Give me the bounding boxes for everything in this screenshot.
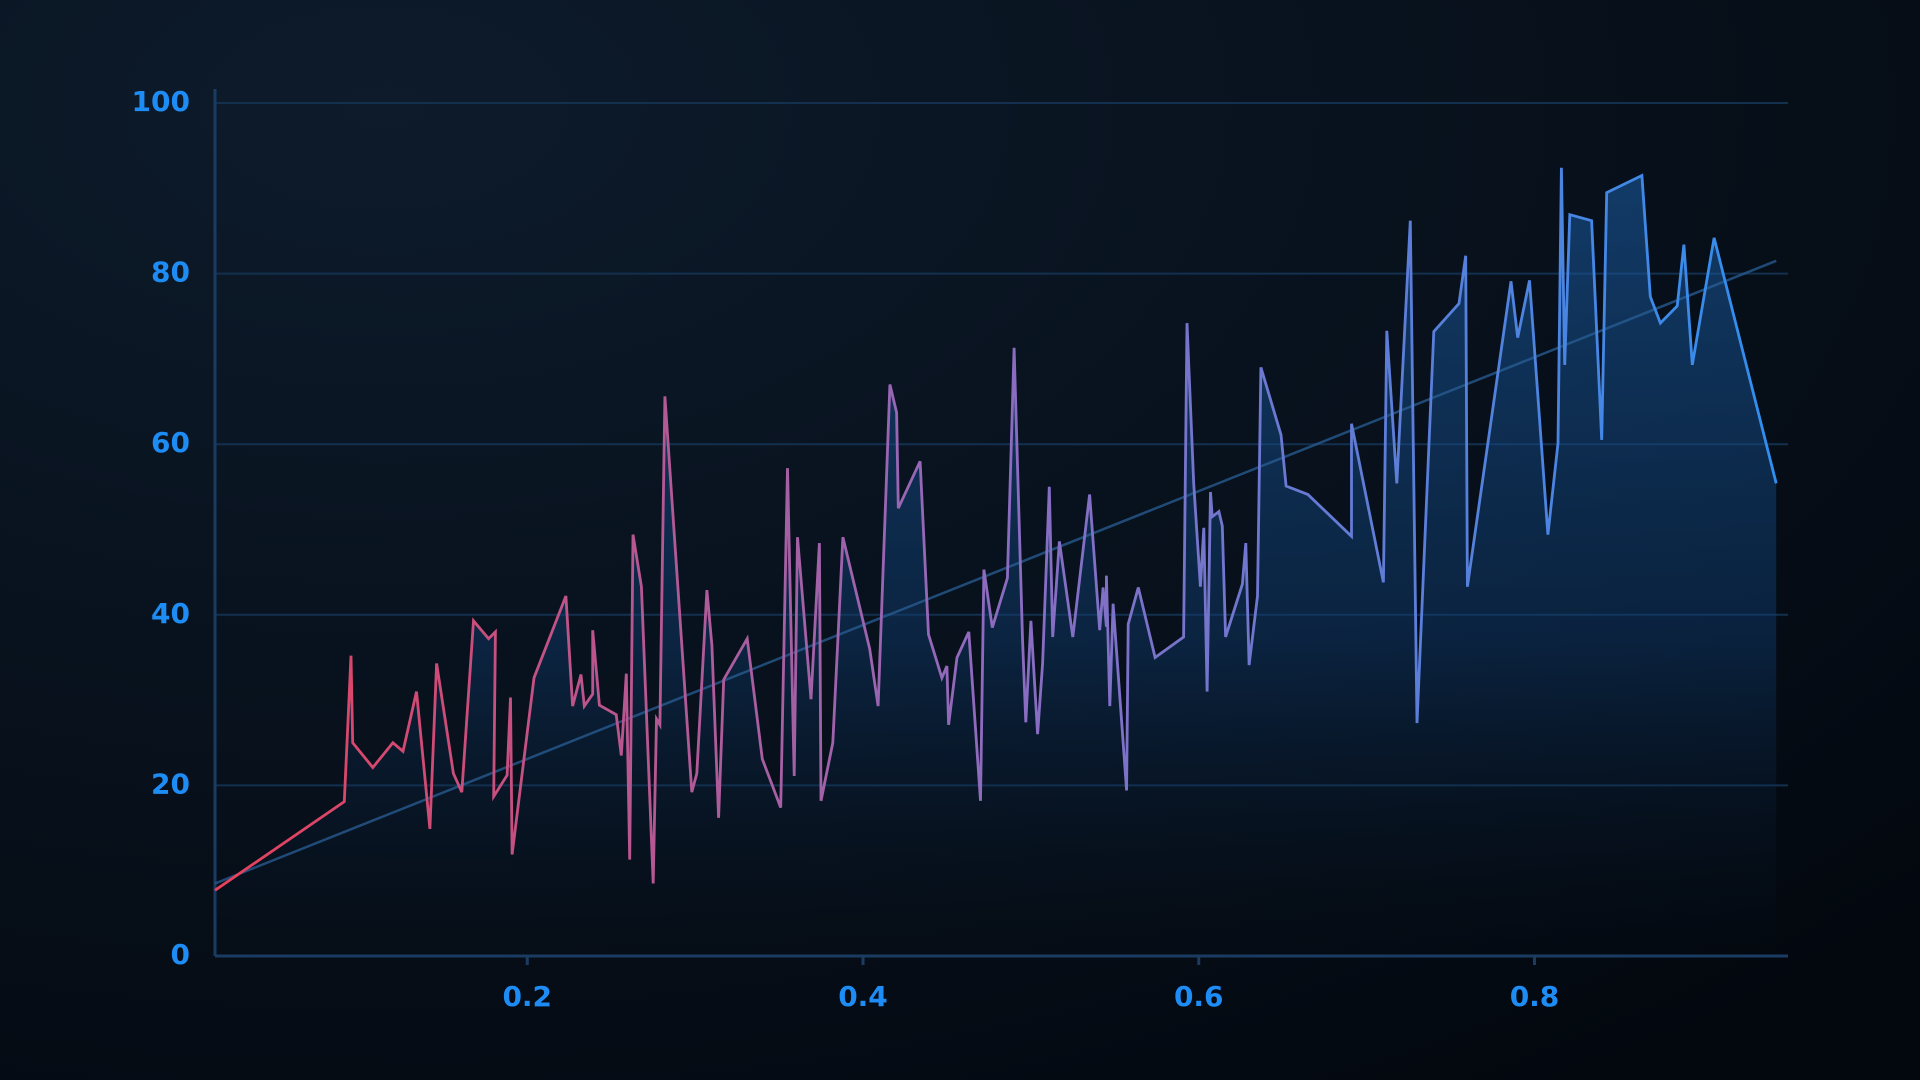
line [214,167,1778,892]
y-tick-label: 80 [151,256,190,289]
y-tick-label: 0 [171,938,190,971]
y-tick-label: 40 [151,597,190,630]
y-tick-label: 100 [132,85,190,118]
x-tick-label: 0.6 [1174,980,1224,1013]
x-tick-label: 0.8 [1510,980,1560,1013]
trend-line [214,259,1777,885]
area [215,167,1777,957]
x-tick-label: 0.2 [502,980,552,1013]
y-tick-label: 60 [151,426,190,459]
x-tick-label: 0.4 [838,980,888,1013]
y-tick-label: 20 [151,767,190,800]
